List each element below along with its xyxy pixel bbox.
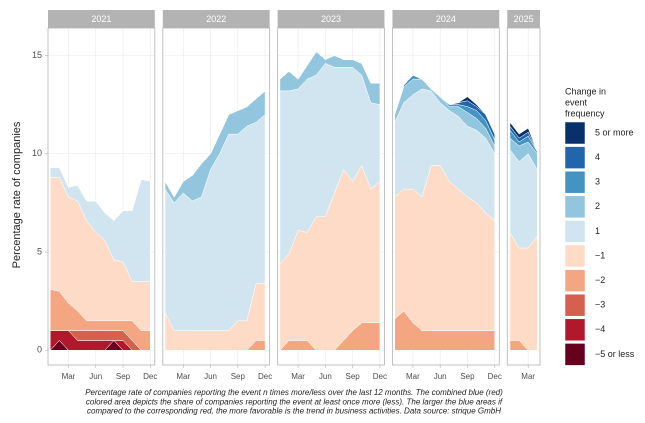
caption: colored area depicts the share of compan… — [86, 397, 503, 406]
legend-label: −2 — [595, 275, 605, 285]
facet-label: 2024 — [436, 14, 456, 24]
legend-key — [564, 293, 586, 317]
facet-strip — [277, 10, 385, 28]
x-tick-label: Mar — [291, 372, 305, 381]
legend-key — [564, 343, 586, 366]
legend-label: 4 — [595, 152, 600, 162]
x-tick-label: Sep — [346, 372, 361, 381]
legend-label: 3 — [595, 177, 600, 187]
y-tick-label: 10 — [32, 148, 42, 158]
x-tick-label: Jun — [204, 372, 217, 381]
legend-title: event — [565, 97, 588, 107]
facet-label: 2021 — [91, 14, 111, 24]
caption: compared to the corresponding red, the m… — [87, 407, 501, 416]
facet-strip — [392, 10, 500, 28]
legend-key — [564, 121, 586, 145]
x-tick-label: Sep — [116, 372, 131, 381]
x-tick-label: Sep — [460, 372, 475, 381]
legend-key — [564, 195, 586, 219]
facet-label: 2023 — [321, 14, 341, 24]
y-axis-label: Percentage rate of companies — [11, 121, 23, 268]
x-tick-label: Dec — [488, 372, 502, 381]
legend-label: −4 — [595, 324, 605, 334]
area — [509, 231, 538, 351]
x-tick-label: Mar — [176, 372, 190, 381]
x-tick-label: Sep — [231, 372, 246, 381]
x-tick-label: Mar — [62, 372, 76, 381]
x-tick-label: Dec — [258, 372, 272, 381]
legend-key — [564, 220, 586, 243]
legend-key — [564, 170, 586, 194]
facet-strip — [162, 10, 270, 28]
x-tick-label: Mar — [521, 372, 535, 381]
area — [509, 121, 538, 152]
y-tick-label: 5 — [37, 246, 42, 256]
x-tick-label: Dec — [143, 372, 157, 381]
legend-title: Change in — [565, 86, 606, 96]
legend-label: 5 or more — [595, 127, 634, 137]
legend-label: −5 or less — [595, 349, 635, 359]
x-tick-label: Dec — [373, 372, 387, 381]
facet-label: 2022 — [206, 14, 226, 24]
y-tick-label: 0 — [37, 345, 42, 355]
x-tick-label: Jun — [434, 372, 447, 381]
legend-key — [564, 269, 586, 292]
area — [279, 51, 380, 84]
legend-key — [564, 244, 586, 268]
facet-strip — [507, 10, 540, 28]
area — [509, 149, 538, 249]
legend-title: frequency — [565, 108, 605, 118]
legend-label: 2 — [595, 201, 600, 211]
facet-strip — [48, 10, 155, 28]
x-tick-label: Jun — [89, 372, 102, 381]
facet-label: 2025 — [514, 14, 534, 24]
legend-key — [564, 318, 586, 342]
y-tick-label: 15 — [32, 50, 42, 60]
legend-label: 1 — [595, 226, 600, 236]
legend-key — [564, 146, 586, 169]
legend-label: −3 — [595, 300, 605, 310]
legend-label: −1 — [595, 250, 605, 260]
x-tick-label: Jun — [319, 372, 332, 381]
x-tick-label: Mar — [406, 372, 420, 381]
caption: Percentage rate of companies reporting t… — [85, 388, 503, 397]
